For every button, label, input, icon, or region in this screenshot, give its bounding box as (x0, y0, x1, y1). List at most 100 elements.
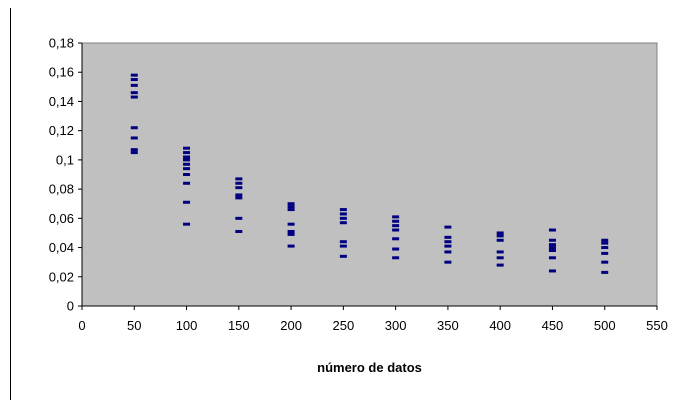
data-point (548, 256, 556, 260)
data-point (339, 244, 347, 248)
data-point (548, 228, 556, 232)
data-point (287, 244, 295, 248)
data-point (392, 215, 400, 219)
data-point (183, 151, 191, 155)
data-point (339, 254, 347, 258)
data-point (130, 73, 138, 77)
data-point (235, 229, 243, 233)
data-point (130, 83, 138, 87)
data-point (548, 238, 556, 242)
x-tick-label: 300 (385, 318, 407, 333)
data-point (444, 225, 452, 229)
x-tick-label: 200 (280, 318, 302, 333)
data-point (548, 246, 556, 250)
data-point (287, 208, 295, 212)
data-point (339, 212, 347, 216)
data-point (183, 146, 191, 150)
x-tick-label: 0 (78, 318, 85, 333)
data-point (444, 244, 452, 248)
data-point (130, 91, 138, 95)
y-axis: 0 0,02 0,04 0,06 0,08 0,1 0,12 0,14 0,16 0,18 (49, 36, 83, 314)
data-point (130, 151, 138, 155)
y-tick-label: 0,02 (49, 269, 74, 284)
x-tick-label: 550 (646, 318, 668, 333)
x-tick-label: 400 (489, 318, 511, 333)
data-points (130, 73, 609, 274)
y-tick-label: 0,06 (49, 211, 74, 226)
data-point (392, 237, 400, 241)
data-point (235, 193, 243, 197)
data-point (392, 247, 400, 251)
data-point (601, 251, 609, 255)
data-point (339, 221, 347, 225)
data-point (392, 219, 400, 223)
data-point (496, 234, 504, 238)
data-point (496, 238, 504, 242)
data-point (548, 248, 556, 252)
data-point (287, 232, 295, 236)
y-tick-label: 0,16 (49, 65, 74, 80)
data-point (235, 216, 243, 220)
data-point (339, 240, 347, 244)
data-point (130, 148, 138, 152)
data-point (496, 256, 504, 260)
y-tick-label: 0,14 (49, 94, 74, 109)
data-point (287, 202, 295, 206)
data-point (444, 240, 452, 244)
x-tick-label: 500 (594, 318, 616, 333)
data-point (130, 136, 138, 140)
data-point (444, 250, 452, 254)
data-point (601, 270, 609, 274)
data-point (130, 126, 138, 130)
data-point (183, 222, 191, 226)
data-point (183, 155, 191, 159)
x-tick-label: 100 (176, 318, 198, 333)
data-point (183, 173, 191, 176)
left-border-line (10, 8, 11, 400)
data-point (235, 186, 243, 190)
data-point (183, 162, 191, 166)
x-tick-label: 450 (542, 318, 564, 333)
data-point (287, 229, 295, 233)
data-point (548, 243, 556, 247)
data-point (392, 256, 400, 260)
data-point (496, 250, 504, 254)
data-point (235, 196, 243, 200)
x-axis: 0 50 100 150 200 250 300 350 400 450 500 550 (78, 305, 668, 333)
y-tick-label: 0,1 (56, 152, 74, 167)
y-tick-label: 0 (67, 299, 74, 314)
data-point (183, 181, 191, 185)
data-point (392, 224, 400, 228)
data-point (287, 205, 295, 209)
data-point (601, 238, 609, 242)
data-point (601, 260, 609, 264)
x-axis-title: número de datos (317, 360, 422, 375)
data-point (601, 246, 609, 250)
data-point (287, 222, 295, 226)
data-point (183, 167, 191, 171)
x-tick-label: 250 (333, 318, 355, 333)
y-tick-label: 0,04 (49, 240, 74, 255)
data-point (496, 231, 504, 235)
data-point (130, 95, 138, 99)
data-point (548, 269, 556, 273)
y-tick-label: 0,08 (49, 182, 74, 197)
data-point (601, 241, 609, 245)
x-tick-label: 50 (127, 318, 141, 333)
plot-area (81, 42, 658, 307)
data-point (339, 208, 347, 212)
data-point (235, 181, 243, 185)
data-point (235, 177, 243, 181)
data-point (130, 78, 138, 82)
data-point (496, 263, 504, 267)
y-tick-label: 0,12 (49, 123, 74, 138)
data-point (392, 228, 400, 232)
x-tick-label: 150 (228, 318, 250, 333)
data-point (183, 200, 191, 204)
y-tick-label: 0,18 (49, 36, 74, 51)
data-point (183, 158, 191, 162)
data-point (339, 216, 347, 220)
x-tick-label: 350 (437, 318, 459, 333)
data-point (444, 235, 452, 239)
